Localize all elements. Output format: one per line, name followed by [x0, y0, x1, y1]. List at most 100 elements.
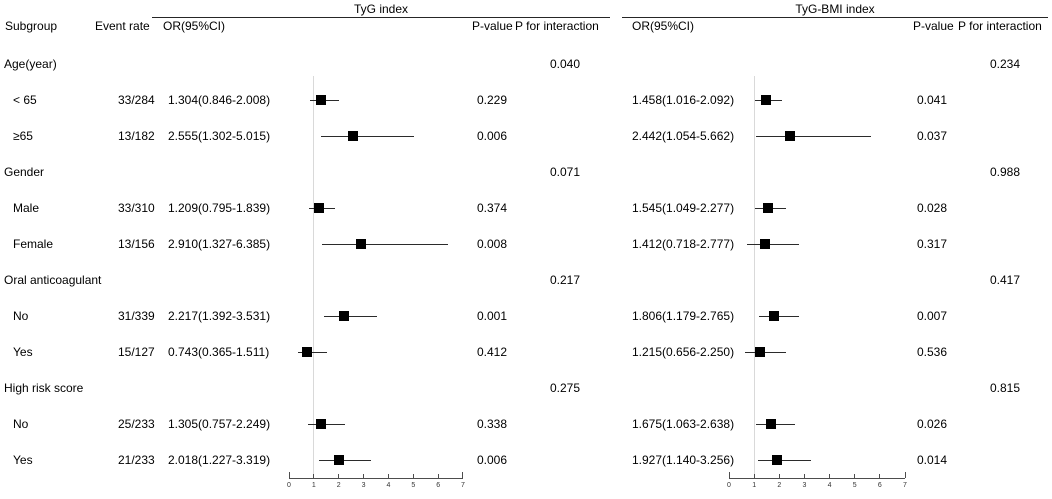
p-value-left: 0.374 — [477, 201, 508, 215]
p-interaction-right: 0.417 — [990, 273, 1021, 287]
axis-tick-label-right: 0 — [727, 482, 731, 489]
group-label: High risk score — [4, 381, 84, 395]
axis-tick-label-left: 7 — [461, 482, 465, 489]
or-marker-right — [759, 239, 770, 249]
ci-line-right — [747, 243, 799, 245]
or-ci-text-right: 1.545(1.049-2.277) — [632, 201, 735, 215]
axis-tick-label-left: 2 — [336, 482, 341, 489]
p-interaction-left: 0.217 — [550, 273, 581, 287]
or-marker-right — [766, 419, 777, 429]
event-rate: 33/310 — [118, 201, 155, 215]
subgroup-label: Yes — [13, 453, 33, 467]
or-ci-text-left: 1.209(0.795-1.839) — [168, 201, 271, 215]
p-interaction-right: 0.234 — [990, 57, 1021, 71]
p-interaction-right: 0.815 — [990, 381, 1021, 395]
p-value-left: 0.006 — [477, 453, 508, 467]
axis-tick-left — [462, 472, 464, 478]
col-header-subgroup: Subgroup — [5, 19, 58, 33]
axis-tick-label-right: 1 — [752, 482, 757, 489]
axis-tick-label-left: 1 — [311, 482, 316, 489]
or-ci-text-right: 1.215(0.656-2.250) — [632, 345, 735, 359]
left-section-title: TyG index — [353, 2, 409, 16]
subgroup-label: No — [13, 417, 29, 431]
axis-tick-label-left: 5 — [411, 482, 416, 489]
or-marker-left — [316, 95, 327, 105]
or-ci-text-right: 1.675(1.063-2.638) — [632, 417, 735, 431]
or-ci-text-left: 2.018(1.227-3.319) — [168, 453, 271, 467]
axis-tick-right — [879, 474, 881, 478]
axis-tick-label-left: 4 — [386, 482, 391, 489]
axis-tick-label-left: 3 — [361, 482, 366, 489]
event-rate: 31/339 — [118, 309, 155, 323]
axis-tick-left — [338, 474, 340, 478]
p-interaction-left: 0.071 — [550, 165, 581, 179]
or-marker-left — [347, 131, 358, 141]
axis-tick-label-right: 5 — [852, 482, 857, 489]
axis-tick-left — [387, 474, 389, 478]
ci-line-right — [757, 459, 811, 461]
p-value-left: 0.338 — [477, 417, 508, 431]
ci-line-left — [321, 135, 414, 137]
or-marker-left — [339, 311, 350, 321]
right-section-title: TyG-BMI index — [795, 2, 875, 16]
p-value-right: 0.014 — [917, 453, 948, 467]
or-marker-right — [785, 131, 796, 141]
p-value-left: 0.412 — [477, 345, 508, 359]
or-ci-text-right: 1.927(1.140-3.256) — [632, 453, 735, 467]
col-header-or-ci-left: OR(95%CI) — [163, 19, 226, 33]
axis-tick-left — [288, 472, 290, 478]
axis-tick-label-right: 3 — [802, 482, 807, 489]
left-section-rule — [152, 17, 610, 18]
group-label: Age(year) — [4, 57, 57, 71]
event-rate: 33/284 — [118, 93, 155, 107]
subgroup-label: No — [13, 309, 29, 323]
subgroup-label: ≥65 — [13, 129, 33, 143]
axis-tick-right — [829, 474, 831, 478]
col-header-p-value-right: P-value — [913, 19, 954, 33]
ci-line-left — [323, 315, 377, 317]
or-marker-left — [356, 239, 367, 249]
axis-tick-left — [363, 474, 365, 478]
ci-line-right — [745, 351, 786, 353]
axis-line-right — [729, 478, 905, 479]
p-interaction-left: 0.040 — [550, 57, 581, 71]
p-value-left: 0.001 — [477, 309, 508, 323]
or-marker-right — [769, 311, 780, 321]
or-ci-text-left: 0.743(0.365-1.511) — [168, 345, 270, 359]
axis-tick-right — [778, 474, 780, 478]
axis-tick-label-right: 6 — [877, 482, 882, 489]
p-value-right: 0.028 — [917, 201, 948, 215]
or-marker-left — [316, 419, 327, 429]
event-rate: 15/127 — [118, 345, 155, 359]
p-value-right: 0.317 — [917, 237, 948, 251]
axis-tick-left — [437, 474, 439, 478]
p-value-right: 0.536 — [917, 345, 948, 359]
or-ci-text-right: 1.412(0.718-2.777) — [632, 237, 735, 251]
p-value-right: 0.041 — [917, 93, 948, 107]
axis-tick-right — [854, 474, 856, 478]
or-marker-right — [760, 95, 771, 105]
p-value-right: 0.037 — [917, 129, 948, 143]
col-header-event-rate: Event rate — [95, 19, 150, 33]
or-marker-left — [302, 347, 313, 357]
or-marker-right — [754, 347, 765, 357]
or-ci-text-left: 1.305(0.757-2.249) — [168, 417, 271, 431]
axis-tick-right — [904, 472, 906, 478]
left-ref-line — [313, 76, 315, 478]
axis-tick-left — [412, 474, 414, 478]
right-section-rule — [622, 17, 1048, 18]
event-rate: 25/233 — [118, 417, 155, 431]
axis-tick-left — [313, 474, 315, 478]
or-ci-text-left: 2.555(1.302-5.015) — [168, 129, 271, 143]
event-rate: 13/182 — [118, 129, 155, 143]
or-ci-text-right: 1.458(1.016-2.092) — [632, 93, 735, 107]
or-ci-text-left: 2.910(1.327-6.385) — [168, 237, 271, 251]
subgroup-label: < 65 — [13, 93, 37, 107]
col-header-or-ci-right: OR(95%CI) — [632, 19, 695, 33]
axis-tick-right — [803, 474, 805, 478]
group-label: Gender — [4, 165, 45, 179]
ci-line-left — [321, 243, 448, 245]
axis-tick-label-right: 2 — [777, 482, 782, 489]
p-value-right: 0.007 — [917, 309, 948, 323]
